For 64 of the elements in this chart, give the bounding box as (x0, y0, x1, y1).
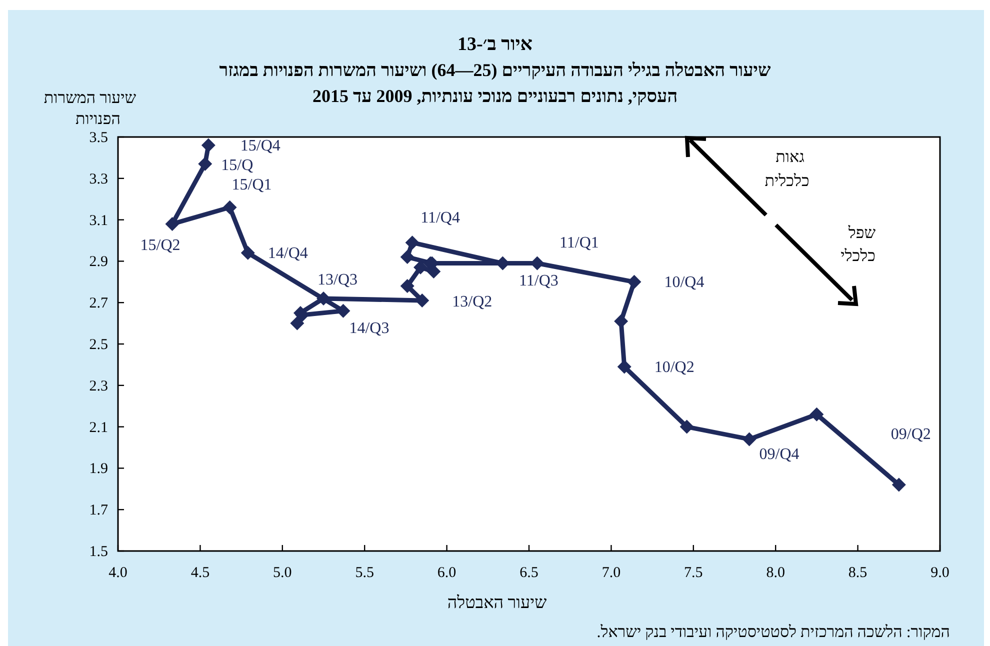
chart-title: איור ב׳-13 (458, 34, 532, 55)
point (316, 291, 330, 306)
x-tick-label: 7.5 (684, 565, 703, 581)
point (290, 316, 304, 330)
x-tick-label: 4.5 (190, 565, 210, 581)
point (413, 260, 428, 274)
annotation: 14/Q4 (268, 244, 308, 262)
point (426, 264, 441, 279)
chart-subtitle: שיעור האבטלה בגילי העבודה העיקריים (25—64) ושיעור המשרות הפנויות במגזר העסקי, נתונים רבעוניים מנוכי עונתיות, 2009 עד 2015 (219, 60, 771, 106)
annotation: 10/Q2 (654, 358, 694, 376)
annotation: 15/Q2 (140, 236, 180, 254)
annotation: 09/Q4 (759, 446, 800, 464)
text: המקור: הלשכה המרכזית לסטטיסטיקה ועיבודי בנק ישראל. (596, 623, 950, 641)
x-tick-label: 8.5 (848, 565, 868, 581)
point (400, 279, 414, 294)
y-tick-label: 2.7 (89, 296, 108, 312)
point (400, 250, 414, 264)
annotation: 15/Q (221, 156, 254, 174)
point (892, 478, 906, 492)
annotation: 11/Q3 (518, 272, 558, 290)
y-tick-label: 1.7 (89, 502, 108, 519)
x-tick-label: 5.0 (273, 565, 292, 581)
y-tick-label: 3.1 (89, 212, 108, 229)
y-tick-label: 2.9 (89, 254, 108, 270)
point (680, 420, 694, 434)
point (240, 246, 255, 260)
annotation: 15/Q4 (240, 137, 280, 154)
point (742, 432, 756, 446)
annotation: 09/Q2 (890, 426, 931, 443)
x-axis-title: שיעור האבטלה (447, 593, 547, 612)
y-axis-title: שיעור המשרות הפנויות (44, 90, 137, 128)
y-tick-label: 1.9 (89, 461, 108, 478)
annotation: שפל כלכלי (840, 224, 876, 265)
point (201, 138, 216, 152)
y-tick-label: 2.3 (89, 378, 108, 394)
annotation: 13/Q3 (318, 271, 358, 288)
x-tick-label: 7.0 (602, 565, 621, 581)
annotation: 13/Q2 (452, 294, 492, 311)
point (222, 200, 237, 214)
point (405, 236, 420, 250)
point (627, 274, 642, 289)
x-tick-label: 8.0 (766, 565, 785, 581)
point (198, 156, 212, 171)
point (415, 294, 430, 308)
annotation: 14/Q3 (349, 320, 390, 337)
y-tick-label: 2.1 (89, 420, 108, 436)
x-tick-label: 6.5 (520, 565, 538, 581)
annotation: גאות כלכלית (764, 149, 810, 190)
x-tick-label: 5.5 (355, 565, 374, 581)
x-tick-label: 9.0 (930, 565, 950, 581)
point (165, 216, 180, 231)
annotation: 11/Q4 (420, 210, 460, 227)
x-tick-label: 4.0 (108, 565, 128, 581)
y-tick-label: 1.5 (89, 544, 108, 560)
x-tick-label: 6.0 (437, 565, 456, 581)
annotation: 15/Q1 (232, 176, 272, 194)
y-tick-label: 3.3 (89, 171, 108, 188)
annotation: 10/Q4 (664, 274, 704, 291)
point (614, 314, 628, 328)
point (617, 360, 632, 374)
y-tick-label: 2.5 (89, 337, 108, 353)
point (810, 407, 824, 422)
y-tick-label: 3.5 (89, 130, 108, 146)
annotation: 11/Q1 (560, 234, 599, 252)
